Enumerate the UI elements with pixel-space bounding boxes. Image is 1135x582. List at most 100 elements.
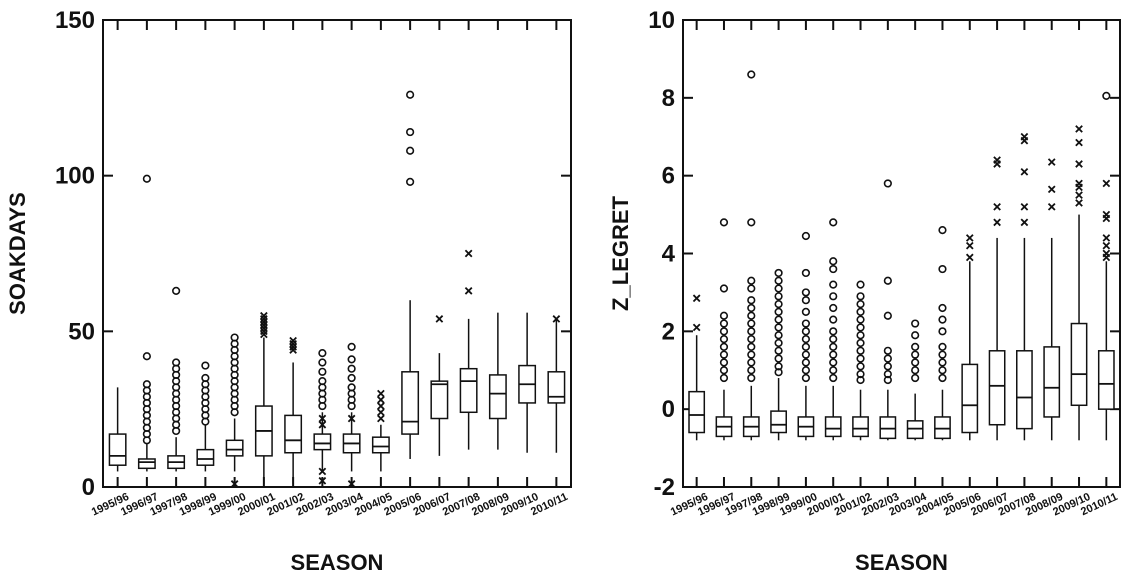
outlier-circle bbox=[201, 361, 210, 370]
outlier-circle bbox=[829, 335, 838, 344]
y-tick-label: 6 bbox=[662, 163, 675, 190]
box-iqr bbox=[137, 458, 156, 470]
box-2000/01 bbox=[254, 337, 273, 484]
outlier-circle bbox=[829, 350, 838, 359]
box-2005/06 bbox=[401, 300, 420, 459]
outlier-x bbox=[435, 315, 444, 323]
outlier-circle bbox=[856, 280, 865, 289]
outlier-circle bbox=[829, 373, 838, 383]
outlier-circle bbox=[911, 358, 920, 367]
box-2004/05 bbox=[934, 389, 951, 441]
outlier-circle bbox=[719, 284, 729, 293]
outlier-circle bbox=[774, 292, 783, 301]
outlier-x bbox=[377, 395, 385, 404]
outlier-circle bbox=[856, 331, 865, 340]
outlier-circle bbox=[318, 349, 327, 358]
box-2003/04 bbox=[342, 412, 361, 472]
box-2002/03 bbox=[313, 412, 332, 472]
outlier-circle bbox=[938, 350, 947, 359]
outlier-circle bbox=[938, 366, 947, 375]
outlier-circle bbox=[801, 231, 811, 241]
outlier-circle bbox=[719, 335, 729, 344]
box-2010/11 bbox=[1097, 261, 1115, 441]
box-2007/08 bbox=[459, 318, 478, 450]
box-iqr bbox=[1097, 350, 1115, 410]
outlier-circle bbox=[801, 366, 811, 375]
outlier-circle bbox=[774, 338, 783, 348]
box-iqr bbox=[1070, 322, 1088, 407]
outlier-circle bbox=[911, 366, 920, 375]
box-iqr bbox=[961, 363, 979, 434]
left-boxplot-panel: 0501001501995/961996/971997/981998/99199… bbox=[5, 7, 572, 575]
outlier-circle bbox=[911, 373, 920, 383]
y-tick-label: 10 bbox=[648, 7, 675, 34]
outlier-circle bbox=[747, 319, 756, 328]
box-2010/11 bbox=[547, 318, 566, 453]
box-2007/08 bbox=[1016, 237, 1033, 441]
box-iqr bbox=[371, 436, 390, 454]
outlier-circle bbox=[883, 346, 892, 355]
outlier-x bbox=[993, 160, 1001, 168]
outlier-x bbox=[230, 480, 239, 488]
outlier-circle bbox=[747, 373, 756, 383]
box-iqr bbox=[770, 410, 787, 434]
outlier-circle bbox=[201, 417, 210, 426]
box-iqr bbox=[284, 414, 303, 454]
outlier-circle bbox=[172, 426, 181, 436]
outlier-circle bbox=[801, 373, 811, 383]
outlier-x bbox=[1020, 167, 1029, 176]
outlier-circle bbox=[801, 319, 811, 328]
outlier-circle bbox=[801, 296, 811, 305]
outlier-x bbox=[464, 249, 473, 258]
outlier-circle bbox=[856, 307, 865, 316]
y-axis-title: SOAKDAYS bbox=[5, 192, 30, 315]
outlier-circle bbox=[747, 350, 756, 359]
outlier-circle bbox=[774, 368, 783, 377]
box-2006/07 bbox=[430, 353, 449, 456]
box-iqr bbox=[1016, 350, 1033, 430]
box-2008/09 bbox=[1043, 237, 1061, 441]
outlier-circle bbox=[801, 335, 811, 344]
box-iqr bbox=[824, 416, 842, 438]
outlier-circle bbox=[406, 90, 415, 99]
box-iqr bbox=[108, 433, 127, 466]
outlier-circle bbox=[829, 218, 838, 227]
box-iqr bbox=[852, 416, 869, 438]
outlier-circle bbox=[883, 362, 892, 371]
outlier-x bbox=[464, 287, 473, 295]
outlier-circle bbox=[829, 303, 838, 313]
outlier-circle bbox=[801, 358, 811, 367]
outlier-x bbox=[1102, 241, 1111, 250]
outlier-circle bbox=[747, 311, 756, 320]
outlier-x bbox=[692, 294, 701, 303]
outlier-x bbox=[1075, 138, 1083, 147]
outlier-x bbox=[1047, 158, 1056, 166]
box-iqr bbox=[196, 448, 215, 466]
outlier-circle bbox=[801, 268, 811, 278]
box-iqr bbox=[225, 439, 244, 457]
outlier-circle bbox=[719, 327, 729, 336]
outlier-x bbox=[1102, 179, 1111, 188]
box-iqr bbox=[547, 371, 566, 404]
outlier-circle bbox=[172, 286, 181, 295]
outlier-x bbox=[965, 234, 974, 242]
outlier-x bbox=[347, 414, 356, 423]
outlier-x bbox=[1020, 136, 1029, 145]
outlier-circle bbox=[142, 436, 151, 445]
box-iqr bbox=[688, 390, 706, 434]
outlier-circle bbox=[347, 373, 356, 383]
outlier-circle bbox=[774, 299, 783, 309]
outlier-x bbox=[1075, 191, 1083, 199]
outlier-circle bbox=[774, 315, 783, 324]
outlier-circle bbox=[774, 331, 783, 340]
outlier-x bbox=[260, 330, 268, 339]
box-1996/97 bbox=[137, 443, 156, 472]
outlier-circle bbox=[719, 342, 729, 352]
outlier-circle bbox=[774, 284, 783, 293]
outlier-circle bbox=[856, 338, 865, 348]
outlier-circle bbox=[347, 401, 356, 411]
outlier-x bbox=[377, 389, 385, 398]
outlier-circle bbox=[883, 179, 892, 188]
box-1995/96 bbox=[688, 335, 706, 441]
